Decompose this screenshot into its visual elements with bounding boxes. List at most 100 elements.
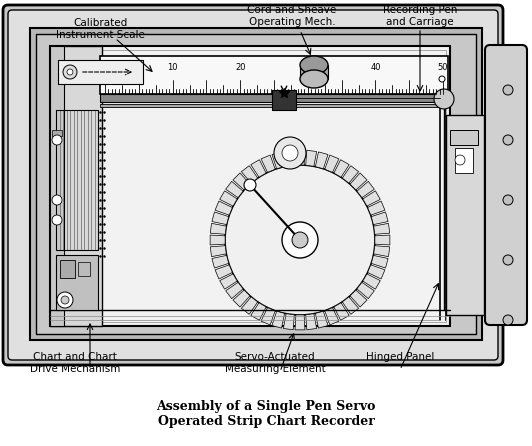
Circle shape <box>503 255 513 265</box>
Polygon shape <box>325 308 339 325</box>
Polygon shape <box>295 150 305 165</box>
Text: Servo-Actuated
Measuring Element: Servo-Actuated Measuring Element <box>225 352 326 374</box>
Circle shape <box>455 155 465 165</box>
Bar <box>54 50 446 322</box>
Text: Calibrated
Instrument Scale: Calibrated Instrument Scale <box>55 18 144 40</box>
Polygon shape <box>233 173 250 190</box>
Bar <box>300 65 328 79</box>
Text: Recording Pen
and Carriage: Recording Pen and Carriage <box>383 5 457 27</box>
FancyBboxPatch shape <box>3 5 503 365</box>
Circle shape <box>503 315 513 325</box>
Circle shape <box>52 195 62 205</box>
Polygon shape <box>220 191 237 206</box>
Polygon shape <box>215 201 232 215</box>
Polygon shape <box>315 311 328 328</box>
Polygon shape <box>251 160 266 177</box>
Polygon shape <box>334 303 349 320</box>
Polygon shape <box>350 290 367 307</box>
Bar <box>56 255 98 310</box>
Polygon shape <box>342 297 359 314</box>
Polygon shape <box>272 152 285 169</box>
Text: 20: 20 <box>235 62 245 71</box>
Polygon shape <box>220 274 237 289</box>
Polygon shape <box>284 150 294 166</box>
Polygon shape <box>368 265 385 279</box>
Polygon shape <box>306 314 317 330</box>
Polygon shape <box>363 191 380 206</box>
Text: 0: 0 <box>102 62 107 71</box>
Polygon shape <box>375 235 390 245</box>
Polygon shape <box>226 282 243 299</box>
Bar <box>450 130 478 145</box>
Polygon shape <box>357 282 375 299</box>
Circle shape <box>503 135 513 145</box>
Text: 30: 30 <box>303 62 313 71</box>
Polygon shape <box>261 308 275 325</box>
Polygon shape <box>342 166 359 183</box>
Circle shape <box>244 179 256 191</box>
Polygon shape <box>210 223 226 234</box>
Polygon shape <box>334 160 349 177</box>
Bar <box>56 110 98 250</box>
Circle shape <box>292 232 308 248</box>
Bar <box>50 46 450 326</box>
Polygon shape <box>251 303 266 320</box>
Polygon shape <box>284 314 294 330</box>
Bar <box>50 46 102 326</box>
Polygon shape <box>325 155 339 173</box>
Polygon shape <box>363 274 380 289</box>
Circle shape <box>282 145 298 161</box>
Polygon shape <box>371 212 388 225</box>
Text: 50: 50 <box>438 62 448 71</box>
Ellipse shape <box>300 56 328 74</box>
Bar <box>100 104 440 107</box>
Circle shape <box>61 296 69 304</box>
Polygon shape <box>373 223 390 234</box>
Polygon shape <box>315 152 328 169</box>
Bar <box>100 56 448 94</box>
Polygon shape <box>295 315 305 330</box>
Circle shape <box>67 69 73 75</box>
Polygon shape <box>226 182 243 198</box>
Bar <box>60 260 75 278</box>
Bar <box>50 46 64 326</box>
Bar <box>30 28 482 340</box>
Text: 10: 10 <box>168 62 178 71</box>
Text: Assembly of a Single Pen Servo
Operated Strip Chart Recorder: Assembly of a Single Pen Servo Operated … <box>156 400 376 428</box>
Polygon shape <box>306 150 317 166</box>
Bar <box>446 115 484 315</box>
Polygon shape <box>357 182 375 198</box>
Polygon shape <box>368 201 385 215</box>
Circle shape <box>503 85 513 95</box>
Text: Cord and Sheave
Operating Mech.: Cord and Sheave Operating Mech. <box>247 5 337 27</box>
FancyBboxPatch shape <box>8 10 498 360</box>
Text: 40: 40 <box>370 62 381 71</box>
Bar <box>58 60 143 84</box>
FancyBboxPatch shape <box>485 45 527 325</box>
Polygon shape <box>242 166 257 183</box>
Polygon shape <box>242 297 257 314</box>
Circle shape <box>57 292 73 308</box>
Circle shape <box>63 65 77 79</box>
Polygon shape <box>261 155 275 173</box>
Circle shape <box>434 89 454 109</box>
Circle shape <box>103 76 109 82</box>
Polygon shape <box>210 235 225 245</box>
Polygon shape <box>215 265 232 279</box>
Bar <box>100 94 440 102</box>
Bar <box>36 34 476 334</box>
Polygon shape <box>371 256 388 268</box>
Circle shape <box>282 222 318 258</box>
Circle shape <box>274 137 306 169</box>
Circle shape <box>225 165 375 315</box>
Bar <box>272 90 296 110</box>
Polygon shape <box>210 246 226 256</box>
Bar <box>78 262 90 276</box>
Bar <box>52 130 62 136</box>
Ellipse shape <box>300 70 328 88</box>
Circle shape <box>503 195 513 205</box>
Text: Chart and Chart
Drive Mechanism: Chart and Chart Drive Mechanism <box>30 352 120 374</box>
Polygon shape <box>212 212 229 225</box>
Bar <box>455 148 473 173</box>
Polygon shape <box>350 173 367 190</box>
